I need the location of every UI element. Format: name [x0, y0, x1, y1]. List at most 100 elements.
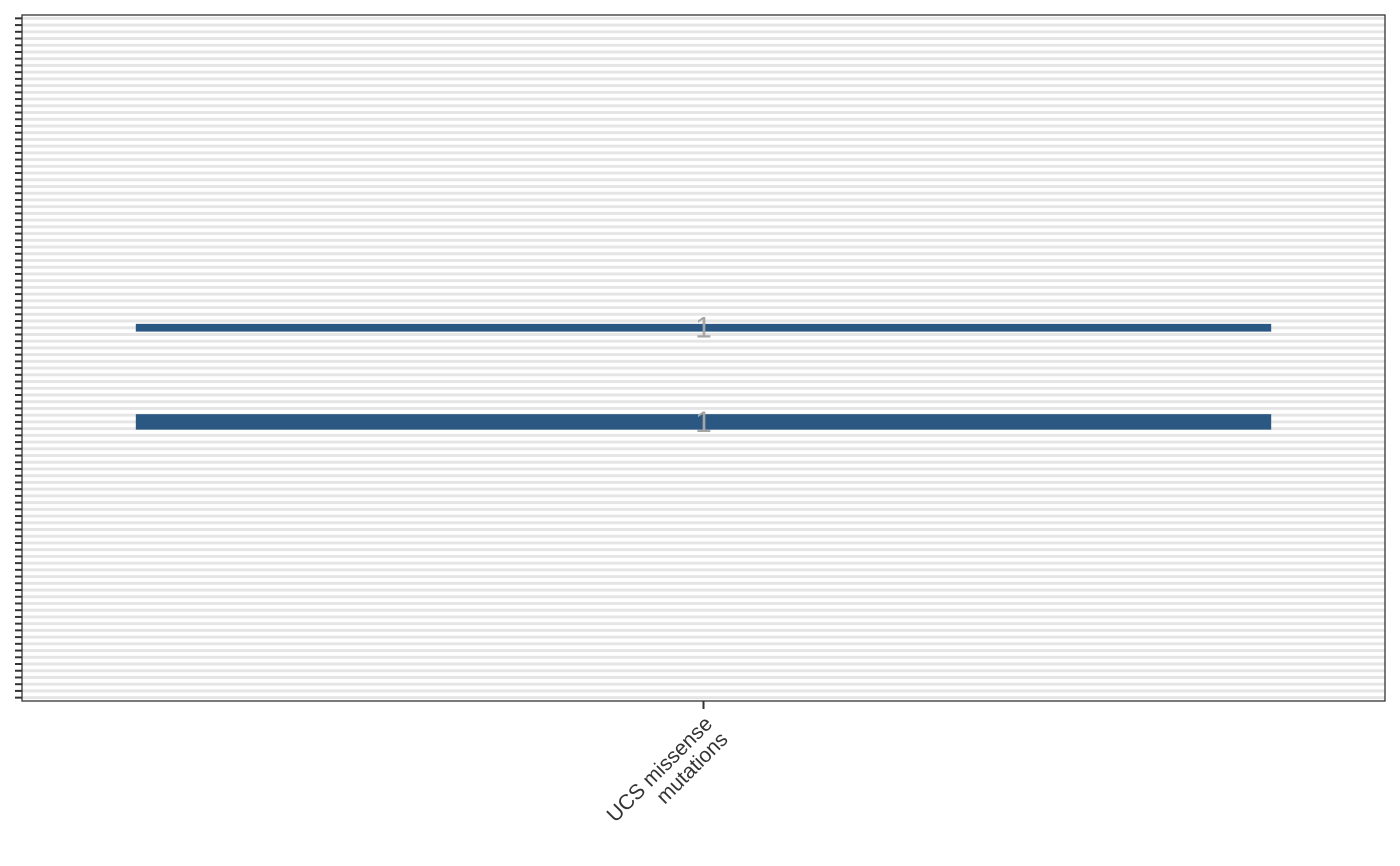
row-band	[22, 487, 1385, 491]
row-band	[22, 77, 1385, 81]
row-band	[22, 501, 1385, 505]
row-band	[22, 346, 1385, 350]
row-band	[22, 460, 1385, 464]
row-band	[22, 285, 1385, 289]
row-band	[22, 642, 1385, 646]
row-band	[22, 669, 1385, 673]
row-band	[22, 164, 1385, 168]
row-band	[22, 171, 1385, 175]
row-band	[22, 37, 1385, 41]
row-band	[22, 50, 1385, 54]
row-band	[22, 30, 1385, 34]
row-band	[22, 332, 1385, 336]
row-band	[22, 137, 1385, 141]
x-axis-ticks: UCS missensemutations	[603, 701, 733, 842]
row-band	[22, 689, 1385, 693]
row-band	[22, 534, 1385, 538]
row-band	[22, 561, 1385, 565]
row-band	[22, 400, 1385, 404]
x-tick-label: UCS missensemutations	[603, 712, 733, 842]
row-band	[22, 252, 1385, 256]
y-axis-ticks	[15, 17, 22, 699]
row-band	[22, 595, 1385, 599]
row-band	[22, 474, 1385, 478]
row-band	[22, 528, 1385, 531]
row-band	[22, 299, 1385, 303]
row-band	[22, 185, 1385, 188]
row-band	[22, 232, 1385, 236]
heatmap-cell	[135, 414, 1272, 430]
row-band	[22, 23, 1385, 27]
row-band	[22, 373, 1385, 377]
row-band	[22, 454, 1385, 457]
row-band	[22, 380, 1385, 384]
row-band	[22, 353, 1385, 357]
row-band	[22, 319, 1385, 323]
row-band	[22, 279, 1385, 283]
row-band	[22, 198, 1385, 202]
row-band	[22, 16, 1385, 20]
row-band	[22, 635, 1385, 639]
row-band	[22, 63, 1385, 67]
row-band	[22, 655, 1385, 659]
row-band	[22, 393, 1385, 397]
row-band	[22, 588, 1385, 592]
row-band	[22, 218, 1385, 222]
row-band	[22, 406, 1385, 410]
row-band	[22, 238, 1385, 242]
row-band	[22, 312, 1385, 316]
heatmap-cell	[135, 323, 1272, 332]
row-band	[22, 43, 1385, 47]
panel-border	[21, 14, 1386, 702]
row-band	[22, 440, 1385, 444]
row-band	[22, 70, 1385, 74]
row-band	[22, 622, 1385, 626]
row-band	[22, 84, 1385, 88]
row-band	[22, 205, 1385, 209]
row-band	[22, 144, 1385, 148]
row-band	[22, 575, 1385, 579]
row-band	[22, 158, 1385, 162]
row-band	[22, 480, 1385, 484]
row-band	[22, 602, 1385, 605]
row-band	[22, 359, 1385, 363]
row-band	[22, 111, 1385, 114]
row-band	[22, 191, 1385, 195]
row-band	[22, 467, 1385, 471]
row-band	[22, 514, 1385, 518]
row-band	[22, 386, 1385, 390]
row-band	[22, 57, 1385, 61]
row-band	[22, 447, 1385, 451]
row-band	[22, 117, 1385, 121]
row-band	[22, 628, 1385, 632]
row-band	[22, 548, 1385, 552]
row-band	[22, 124, 1385, 128]
row-band	[22, 541, 1385, 545]
cell-value-label: 1	[695, 312, 712, 345]
row-band	[22, 521, 1385, 525]
row-band	[22, 675, 1385, 679]
row-band	[22, 339, 1385, 343]
row-band	[22, 272, 1385, 276]
row-band	[22, 90, 1385, 94]
row-band	[22, 306, 1385, 310]
row-band	[22, 211, 1385, 215]
row-bands	[22, 16, 1385, 700]
row-band	[22, 554, 1385, 558]
row-band	[22, 433, 1385, 437]
row-band	[22, 151, 1385, 155]
row-band	[22, 682, 1385, 686]
row-band	[22, 178, 1385, 182]
row-band	[22, 608, 1385, 612]
row-band	[22, 104, 1385, 108]
row-band	[22, 259, 1385, 262]
row-band	[22, 649, 1385, 653]
row-band	[22, 507, 1385, 511]
row-band	[22, 696, 1385, 700]
row-band	[22, 245, 1385, 249]
cell-value-label: 1	[695, 406, 712, 439]
row-band	[22, 97, 1385, 101]
row-band	[22, 131, 1385, 135]
row-band	[22, 292, 1385, 296]
